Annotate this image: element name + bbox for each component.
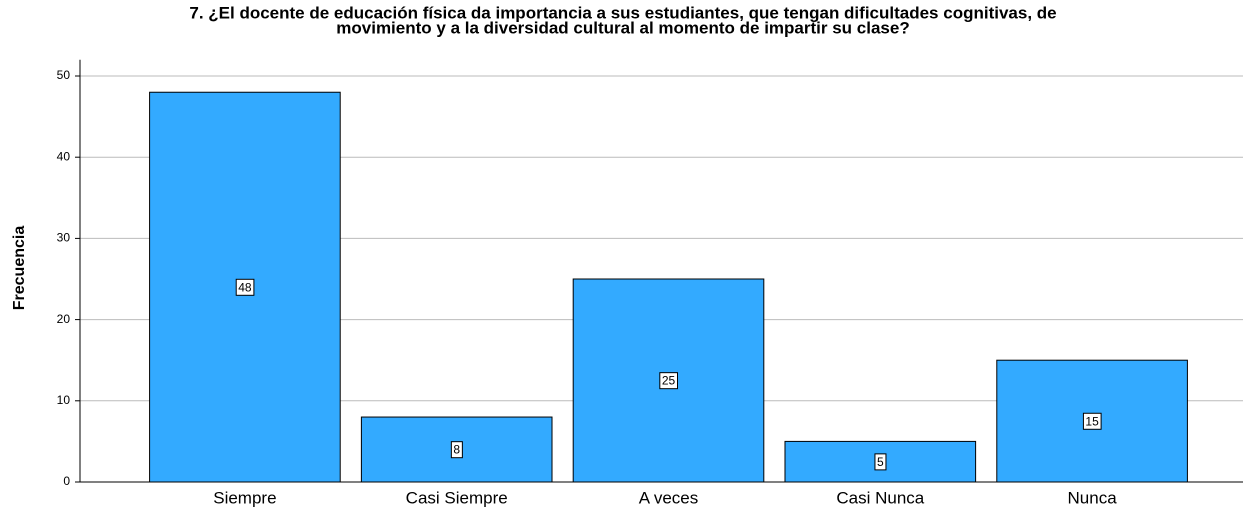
y-tick-label: 0 xyxy=(63,474,70,488)
data-label: 15 xyxy=(1085,414,1099,428)
data-label-box xyxy=(659,372,678,390)
data-label-box xyxy=(235,278,255,296)
chart-title: movimiento y a la diversidad cultural al… xyxy=(336,18,909,37)
y-tick-label: 40 xyxy=(57,149,71,163)
data-label: 25 xyxy=(662,374,676,388)
x-tick-label: Casi Siempre xyxy=(406,488,508,507)
chart-title: 7. ¿El docente de educación física da im… xyxy=(189,3,1056,22)
x-tick-label: Nunca xyxy=(1068,488,1118,507)
y-tick-label: 10 xyxy=(57,393,71,407)
data-label-box xyxy=(450,441,463,459)
data-label-box xyxy=(1082,412,1102,430)
data-label: 8 xyxy=(453,443,460,457)
y-tick-label: 50 xyxy=(57,68,71,82)
data-label: 5 xyxy=(877,455,884,469)
x-tick-label: Siempre xyxy=(213,488,276,507)
data-label: 48 xyxy=(238,280,252,294)
x-tick-label: A veces xyxy=(639,488,699,507)
y-tick-label: 30 xyxy=(57,231,71,245)
x-tick-label: Casi Nunca xyxy=(836,488,924,507)
y-axis-label: Frecuencia xyxy=(11,226,28,311)
y-tick-label: 20 xyxy=(57,312,71,326)
data-label-box xyxy=(874,453,887,471)
